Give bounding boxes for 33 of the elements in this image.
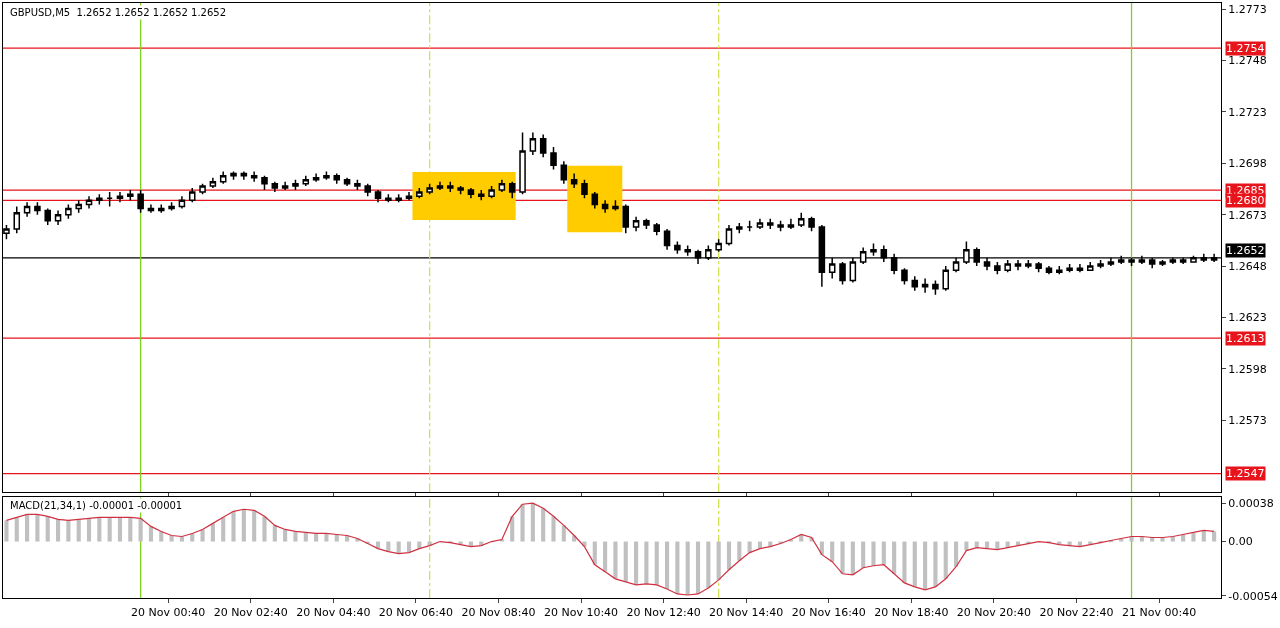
x-tick-label: 20 Nov 20:40 <box>956 606 1032 620</box>
x-tick-label: 20 Nov 12:40 <box>626 606 701 620</box>
ref-line-label: 1.2680 <box>1226 194 1265 207</box>
x-tick-label: 20 Nov 14:40 <box>709 606 784 620</box>
y-tick-label: 1.2773 <box>1228 3 1267 17</box>
y-tick-label: 1.2623 <box>1228 311 1267 325</box>
y-tick-label: 1.2698 <box>1228 157 1267 171</box>
x-tick-label: 21 Nov 00:40 <box>1121 606 1197 620</box>
chart-title: MACD(21,34,1) -0.00001 -0.00001 <box>10 500 183 511</box>
y-tick-label: 1.2573 <box>1228 414 1267 428</box>
y-tick-label: 0.00038 <box>1228 497 1274 511</box>
ref-line-label: 1.2613 <box>1226 332 1265 345</box>
y-tick-label: -0.00054 <box>1228 589 1278 603</box>
y-tick-label: 1.2598 <box>1228 362 1267 376</box>
ref-line-label: 1.2652 <box>1226 244 1265 257</box>
y-tick-label: 0.00 <box>1228 535 1253 549</box>
ref-line-label: 1.2547 <box>1226 467 1265 480</box>
x-tick-label: 20 Nov 16:40 <box>791 606 866 620</box>
x-tick-label: 20 Nov 04:40 <box>296 606 371 620</box>
y-tick-label: 1.2748 <box>1228 54 1267 68</box>
ref-line-label: 1.2754 <box>1226 42 1265 55</box>
x-tick-label: 20 Nov 06:40 <box>378 606 453 620</box>
x-tick-label: 20 Nov 10:40 <box>543 606 619 620</box>
y-tick-label: 1.2723 <box>1228 105 1267 119</box>
x-tick-label: 20 Nov 22:40 <box>1039 606 1114 620</box>
x-tick-label: 20 Nov 00:40 <box>131 606 206 620</box>
chart-title: GBPUSD,M5 1.2652 1.2652 1.2652 1.2652 <box>10 7 227 18</box>
ref-line-label: 1.2685 <box>1226 184 1265 197</box>
x-tick-label: 20 Nov 02:40 <box>213 606 288 620</box>
y-tick-label: 1.2648 <box>1228 259 1267 273</box>
y-tick-label: 1.2673 <box>1228 208 1267 222</box>
x-tick-label: 20 Nov 08:40 <box>461 606 536 620</box>
x-tick-label: 20 Nov 18:40 <box>874 606 949 620</box>
